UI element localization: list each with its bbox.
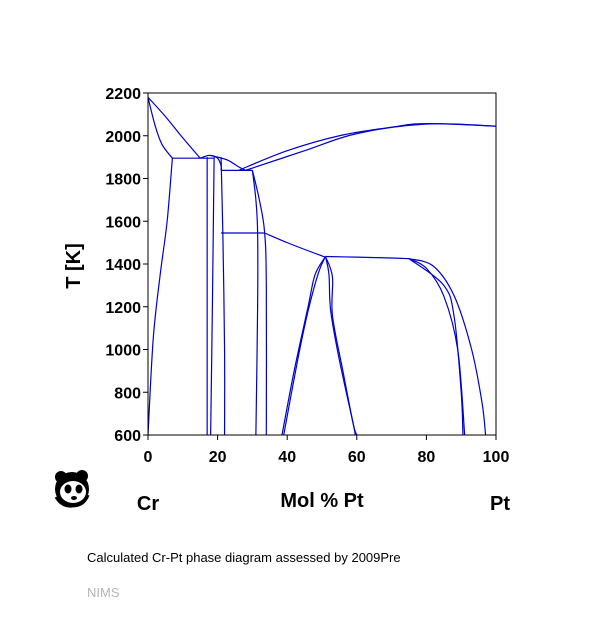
phase-boundary-line <box>324 256 358 435</box>
phase-boundary-line <box>251 170 259 435</box>
y-tick-label: 1800 <box>105 172 141 189</box>
y-tick-label: 600 <box>114 428 141 445</box>
y-tick-label: 1600 <box>105 214 141 231</box>
phase-boundary-line <box>238 122 496 171</box>
x-tick-label: 100 <box>483 449 510 466</box>
figure-caption: Calculated Cr-Pt phase diagram assessed … <box>87 550 401 565</box>
phase-boundary-line <box>148 158 173 435</box>
y-tick-label: 2200 <box>105 86 141 103</box>
phase-boundary-line <box>220 157 226 435</box>
source-label: NIMS <box>87 585 120 600</box>
y-tick-label: 1200 <box>105 300 141 317</box>
phase-boundary-line <box>408 258 487 435</box>
axis-ticks: 600 800 1000 1200 1400 1600 1800 2000 2200 0 20 40 6… <box>105 86 509 466</box>
phase-boundary-line <box>199 154 246 171</box>
y-tick-label: 2000 <box>105 129 141 146</box>
x-tick-label: 80 <box>418 449 436 466</box>
right-element-label: Pt <box>490 493 510 515</box>
phase-boundary-line <box>210 157 215 435</box>
phase-boundary-line <box>325 255 410 260</box>
phase-boundary-line <box>251 170 268 435</box>
x-axis-title: Mol % Pt <box>280 490 364 512</box>
phase-boundary-line <box>408 258 466 435</box>
x-tick-label: 0 <box>144 449 153 466</box>
left-element-label: Cr <box>137 493 159 515</box>
y-tick-label: 800 <box>114 385 141 402</box>
phase-boundary-line <box>148 97 173 159</box>
x-tick-label: 20 <box>209 449 227 466</box>
y-tick-label: 1400 <box>105 257 141 274</box>
phase-boundary-line <box>283 256 327 435</box>
panda-logo-icon <box>54 470 90 508</box>
y-tick-label: 1000 <box>105 343 141 360</box>
phase-boundary-line <box>264 232 326 258</box>
phase-boundary-curves <box>148 96 496 435</box>
y-axis-title: T [K] <box>63 243 85 289</box>
phase-boundary-line <box>148 96 201 159</box>
x-tick-label: 40 <box>278 449 296 466</box>
phase-boundary-line <box>408 258 464 435</box>
x-tick-label: 60 <box>348 449 366 466</box>
phase-boundary-line <box>281 256 327 435</box>
